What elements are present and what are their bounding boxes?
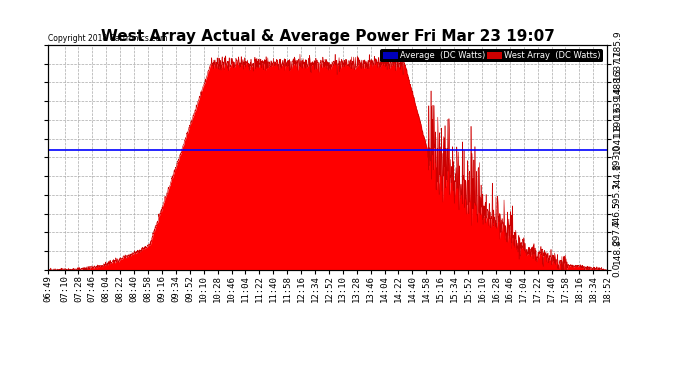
Title: West Array Actual & Average Power Fri Mar 23 19:07: West Array Actual & Average Power Fri Ma… — [101, 29, 555, 44]
Legend: Average  (DC Watts), West Array  (DC Watts): Average (DC Watts), West Array (DC Watts… — [380, 49, 603, 62]
Text: Copyright 2018 Cartronics.com: Copyright 2018 Cartronics.com — [48, 34, 168, 43]
